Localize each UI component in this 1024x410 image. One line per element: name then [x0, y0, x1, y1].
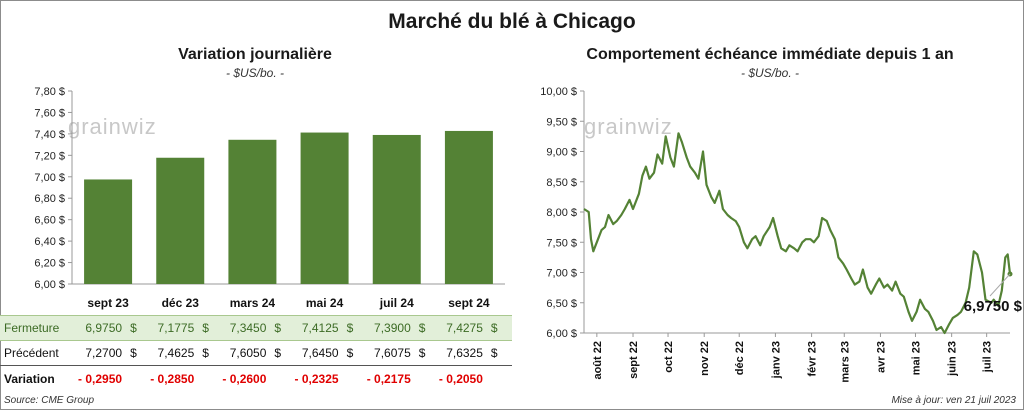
bar-6 [444, 130, 493, 284]
main-title: Marché du blé à Chicago [388, 10, 636, 33]
table-cell: 7,6075 [374, 346, 411, 360]
table-cell: - 0,2325 [294, 372, 339, 386]
bar-5 [372, 134, 421, 284]
line-y-tick-label: 8,00 $ [546, 207, 577, 219]
table-cell-unit: $ [346, 321, 354, 335]
logo-watermark: grainwiz [68, 114, 157, 139]
table-row-variation: Variation - 0,2950 - 0,2850 - 0,2600 - 0,232… [0, 367, 512, 391]
bar-y-tick-label: 7,60 $ [34, 107, 65, 119]
line-x-tick-label: mars 23 [839, 341, 851, 383]
line-y-tick-label: 6,00 $ [546, 328, 577, 340]
line-chart-title: Comportement échéance immédiate depuis 1… [586, 46, 954, 63]
table-cell-unit: $ [202, 346, 209, 360]
table-cell-unit: $ [130, 346, 137, 360]
bar-y-tick-label: 7,80 $ [34, 86, 65, 98]
table-cell-unit: $ [130, 321, 137, 335]
table-row-label: Fermeture [4, 321, 60, 335]
table-cell-unit: $ [418, 321, 426, 335]
line-x-tick-label: juin 23 [947, 341, 959, 377]
table-row-label: Variation [4, 372, 55, 386]
table-cell: - 0,2175 [366, 372, 411, 386]
table-cell-unit: $ [418, 346, 426, 360]
line-x-tick-label: févr 23 [807, 341, 819, 376]
bar-chart: grainwiz 7,80 $ 7,60 $ 7,40 $ 7,20 $ 7,00 $ 6… [34, 86, 505, 310]
line-y-tick-label: 9,50 $ [546, 116, 577, 128]
last-value-label: 6,9750 $ [964, 298, 1023, 315]
table-row-précédent: Précédent 7,2700 $7,4625 $7,6050 $7,6450 $7,6… [0, 341, 512, 366]
line-x-tick-label: mai 23 [910, 341, 922, 375]
table-cell-unit: $ [274, 321, 282, 335]
table-cell: 7,3900 [374, 321, 411, 335]
line-x-tick-label: sept 22 [628, 341, 640, 379]
table-cell: - 0,2950 [78, 372, 123, 386]
line-y-tick-label: 10,00 $ [540, 86, 577, 98]
line-chart: grainwiz 10,00 $ 9,50 $ 9,00 $ 8,50 $ 8,00 $… [540, 86, 1023, 383]
table-cell: 7,4125 [301, 321, 339, 335]
bar-chart-title: Variation journalière [178, 46, 332, 63]
table-cell: 6,9750 [85, 321, 123, 335]
table-cell: 7,4625 [157, 346, 195, 360]
table-row-fermeture: Fermeture 6,9750 $7,1775 $7,3450 $7,4125 $7,3… [0, 315, 512, 341]
line-x-tick-label: avr 23 [875, 341, 887, 373]
table-cell-unit: $ [202, 321, 209, 335]
last-value-leader [989, 273, 1011, 297]
bar-category-label: mars 24 [230, 296, 276, 310]
bar-1 [84, 179, 133, 284]
table-cell-unit: $ [346, 346, 354, 360]
table-row-label: Précédent [4, 346, 59, 360]
table-cell: - 0,2050 [438, 372, 483, 386]
table-cell: 7,4275 [446, 321, 483, 335]
logo-watermark-right: grainwiz [584, 114, 673, 139]
line-y-tick-label: 8,50 $ [546, 177, 577, 189]
bar-y-tick-label: 7,00 $ [34, 172, 65, 184]
table-cell-unit: $ [490, 346, 498, 360]
bar-category-label: déc 23 [162, 296, 200, 310]
bar-y-tick-label: 6,40 $ [34, 236, 65, 248]
bar-4 [300, 132, 349, 284]
table-cell: 7,3450 [229, 321, 267, 335]
table-cell: 7,2700 [85, 346, 123, 360]
line-y-tick-label: 7,50 $ [546, 237, 577, 249]
table-cell: 7,6325 [446, 346, 483, 360]
bar-category-label: juil 24 [379, 296, 414, 310]
line-x-tick-label: juil 23 [982, 341, 994, 373]
line-y-tick-label: 9,00 $ [546, 147, 577, 159]
line-x-tick-label: janv 23 [770, 341, 782, 379]
table-cell: 7,6450 [301, 346, 339, 360]
line-y-tick-label: 7,00 $ [546, 268, 577, 280]
bar-y-tick-label: 6,20 $ [34, 258, 65, 270]
bar-2 [156, 157, 205, 284]
source-note: Source: CME Group [4, 395, 95, 406]
price-line [583, 132, 1012, 335]
table-cell: 7,1775 [157, 321, 195, 335]
table-cell-unit: $ [274, 346, 282, 360]
bar-category-label: sept 23 [87, 296, 129, 310]
line-x-tick-label: août 22 [592, 341, 604, 380]
bar-category-label: mai 24 [306, 296, 344, 310]
table-cell-unit: $ [490, 321, 498, 335]
line-x-tick-label: déc 22 [734, 341, 746, 375]
bar-y-tick-label: 6,80 $ [34, 193, 65, 205]
table-cell: - 0,2850 [150, 372, 195, 386]
bar-y-tick-label: 7,40 $ [34, 129, 65, 141]
table-cell: 7,6050 [229, 346, 267, 360]
bar-y-tick-label: 7,20 $ [34, 150, 65, 162]
line-chart-subtitle: - $US/bo. - [740, 66, 800, 80]
line-x-tick-label: nov 22 [699, 341, 711, 376]
update-note: Mise à jour: ven 21 juil 2023 [891, 395, 1016, 406]
bar-chart-subtitle: - $US/bo. - [225, 66, 285, 80]
bar-3 [228, 139, 277, 284]
table-cell: - 0,2600 [222, 372, 267, 386]
line-x-tick-label: oct 22 [663, 341, 675, 373]
line-y-tick-label: 6,50 $ [546, 298, 577, 310]
bar-y-tick-label: 6,00 $ [34, 279, 65, 291]
bar-y-tick-label: 6,60 $ [34, 215, 65, 227]
bar-category-label: sept 24 [448, 296, 490, 310]
